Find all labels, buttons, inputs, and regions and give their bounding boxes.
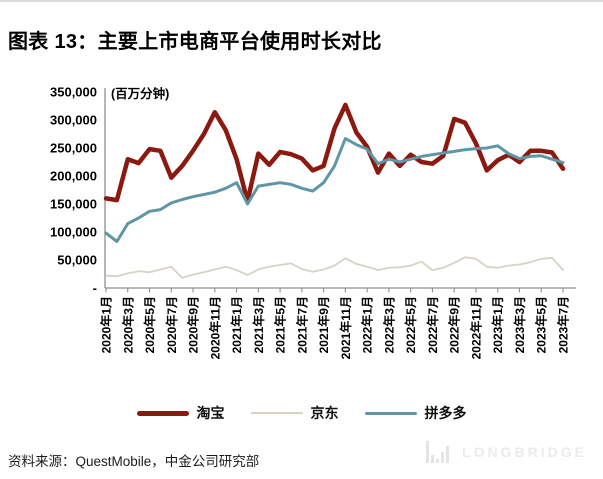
- x-tick-label: 2022年1月: [360, 296, 375, 353]
- longbridge-bars-icon: [426, 441, 450, 463]
- x-tick-label: 2022年3月: [381, 296, 396, 353]
- x-tick-label: 2021年11月: [338, 296, 353, 359]
- watermark: LONGBRIDGE: [426, 440, 587, 464]
- top-divider: [0, 0, 603, 2]
- y-tick-label: -: [93, 281, 97, 296]
- x-tick-label: 2020年7月: [164, 296, 179, 353]
- legend-label-jd: 京东: [310, 405, 339, 421]
- legend-item-taobao: 淘宝: [136, 403, 225, 423]
- y-tick-label: 100,000: [50, 225, 97, 240]
- legend-label-taobao: 淘宝: [196, 405, 225, 421]
- source-note: 资料来源：QuestMobile，中金公司研究部: [8, 454, 260, 469]
- y-tick-label: 150,000: [50, 197, 97, 212]
- page-title: 图表 13：主要上市电商平台使用时长对比: [8, 31, 382, 53]
- legend-swatch-jd: [250, 412, 303, 414]
- x-tick-label: 2020年5月: [142, 296, 157, 353]
- legend-item-jd: 京东: [250, 403, 339, 423]
- x-tick-label: 2023年3月: [512, 296, 527, 353]
- x-tick-label: 2020年3月: [120, 296, 135, 353]
- watermark-label: LONGBRIDGE: [462, 444, 587, 460]
- x-tick-label: 2021年7月: [294, 296, 309, 353]
- y-tick-label: 350,000: [50, 85, 97, 100]
- x-tick-label: 2022年7月: [425, 296, 440, 353]
- x-tick-label: 2022年11月: [468, 296, 483, 359]
- line-jd: [105, 256, 564, 279]
- line-pdd: [104, 137, 565, 243]
- x-tick-label: 2020年9月: [186, 296, 201, 353]
- y-tick-label: 200,000: [50, 169, 97, 184]
- y-tick-label: 50,000: [57, 253, 97, 268]
- chart-legend: 淘宝 京东 拼多多: [0, 403, 603, 423]
- y-tick-label: 250,000: [50, 141, 97, 156]
- legend-swatch-pdd: [364, 411, 417, 415]
- y-axis-unit-label: (百万分钟): [111, 87, 170, 101]
- legend-item-pdd: 拼多多: [364, 403, 467, 423]
- x-tick-label: 2023年5月: [534, 296, 549, 353]
- line-taobao: [103, 102, 566, 204]
- legend-label-pdd: 拼多多: [424, 405, 467, 421]
- x-tick-label: 2020年1月: [99, 296, 114, 353]
- y-tick-label: 300,000: [50, 113, 97, 128]
- x-tick-label: 2021年1月: [229, 296, 244, 353]
- x-tick-label: 2020年11月: [207, 296, 222, 359]
- x-tick-label: 2021年3月: [251, 296, 266, 353]
- legend-swatch-taobao: [136, 410, 189, 416]
- x-tick-label: 2023年7月: [556, 296, 571, 353]
- x-tick-label: 2023年1月: [490, 296, 505, 353]
- x-tick-label: 2021年5月: [273, 296, 288, 353]
- x-tick-label: 2022年5月: [403, 296, 418, 353]
- x-tick-label: 2021年9月: [316, 296, 331, 353]
- x-tick-label: 2022年9月: [447, 296, 462, 353]
